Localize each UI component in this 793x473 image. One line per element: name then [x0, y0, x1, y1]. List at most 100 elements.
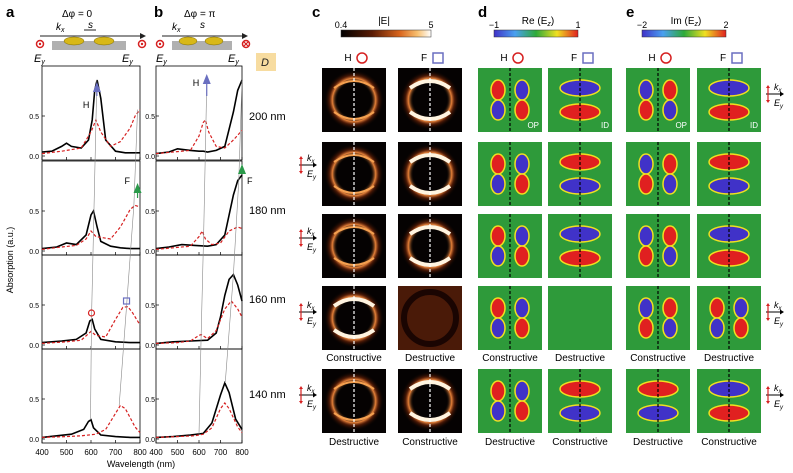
map-tag-ID: ID: [601, 121, 609, 130]
bottom-label-c-1-1: Constructive: [402, 437, 458, 448]
header-H-circle: [660, 52, 672, 64]
ytick-label: 0.0: [145, 249, 155, 256]
map-tag-ID: ID: [750, 121, 758, 130]
map-lobe: [490, 380, 506, 402]
s-label-a: s: [88, 20, 93, 31]
ey-text: Ey: [307, 316, 317, 328]
pol-icon-row3: kx Ey: [299, 226, 317, 254]
ez-field-map: [548, 214, 612, 278]
bottom-label-e-1-0: Destructive: [633, 437, 683, 448]
ez-field-map: OP: [478, 68, 542, 132]
bottom-label-c-0-0: Constructive: [326, 353, 382, 364]
plot-frame-b-1: [155, 160, 243, 256]
H-arrow-a-head: [92, 82, 101, 92]
F-label-a: F: [125, 176, 131, 186]
ez-field-map: [478, 214, 542, 278]
ytick-label: 0.5: [29, 303, 39, 310]
bottom-label-d-0-1: Destructive: [555, 353, 605, 364]
map-col-header-5: F: [720, 53, 726, 64]
ytick-label: 0.0: [29, 343, 39, 350]
colorbar-e: [641, 29, 727, 38]
guide-H-a: [90, 79, 98, 420]
curve-solid-b-0: [155, 79, 243, 155]
map-lobe: [514, 245, 530, 267]
map-lobe: [662, 173, 678, 195]
ez-field-map: OP: [626, 68, 690, 132]
e-field-map: [322, 214, 386, 278]
ytick-label: 0.5: [145, 114, 155, 121]
map-ring: [401, 289, 459, 347]
ey-sub: y: [779, 322, 784, 328]
ey-arrow-head-top: [299, 229, 303, 232]
ey-sub: y: [312, 175, 317, 181]
map-col-header-1: F: [421, 53, 427, 64]
absorption-plots: 0.0 0.5 0.0 0.5 0.0 0.5 0.0 0.5 400 500 600 700 800 0…: [29, 65, 253, 457]
H-arrow-b-head: [202, 74, 211, 84]
kx-label-b: kx: [172, 22, 181, 34]
map-lobe: [662, 245, 678, 267]
ey-arrow-head-bottom: [766, 401, 770, 404]
ytick-label: 0.0: [29, 249, 39, 256]
phase-label-b: Δφ = π: [184, 9, 216, 20]
ez-field-map: [478, 142, 542, 206]
phase-label-a: Δφ = 0: [62, 9, 93, 20]
ey-arrow-head-bottom: [299, 401, 303, 404]
guide-F-b: [224, 79, 243, 384]
map-lobe: [638, 153, 654, 175]
map-lobe: [708, 404, 750, 422]
ez-field-map: [478, 369, 542, 433]
header-F-square: [432, 52, 444, 64]
xtick-label-b: 600: [192, 448, 206, 457]
ez-field-map: [697, 142, 761, 206]
header-F-square: [582, 52, 594, 64]
map-lobe: [514, 297, 530, 319]
xtick-label-a: 700: [109, 448, 123, 457]
kx-sub: x: [311, 232, 316, 238]
ey-right-a: Ey: [122, 53, 133, 66]
ez-field-map: [548, 369, 612, 433]
ytick-label: 0.0: [145, 154, 155, 161]
map-bg: [548, 286, 612, 350]
F-arrow-a-head: [133, 183, 142, 193]
field-maps: OP ID OP ID: [322, 68, 761, 433]
ytick-label: 0.0: [29, 437, 39, 444]
colorbar-e-title: Im (Ez): [671, 16, 702, 28]
ey-arrow-head-top: [766, 386, 770, 389]
kx-arrow-head: [780, 309, 784, 315]
kx-text: kx: [774, 82, 783, 94]
bottom-label-e-0-0: Constructive: [630, 353, 686, 364]
map-lobe: [709, 297, 725, 319]
map-lobe: [514, 153, 530, 175]
colorbar-d-min: −1: [489, 20, 499, 30]
ytick-label: 0.0: [145, 437, 155, 444]
diameter-label-180: 180 nm: [249, 205, 286, 217]
pol-icon-row4: kx Ey: [299, 300, 317, 328]
map-lobe: [490, 225, 506, 247]
map-lobe: [559, 177, 601, 195]
map-lobe: [708, 249, 750, 267]
ey-right-b: Ey: [228, 53, 239, 66]
curve-solid-a-0: [41, 79, 140, 154]
map-lobe: [514, 79, 530, 101]
e-field-map: [322, 68, 386, 132]
map-lobe: [514, 99, 530, 121]
ey-sub: y: [312, 322, 317, 328]
colorbar-e-max: 2: [723, 20, 728, 30]
curve-solid-a-3: [41, 418, 140, 439]
kx-text: kx: [774, 383, 783, 395]
xtick-label-b: 800: [235, 448, 249, 457]
ez-field-map: [626, 369, 690, 433]
map-lobe: [514, 225, 530, 247]
xtick-label-b: 400: [149, 448, 163, 457]
e-field-map: [398, 142, 462, 206]
map-lobe: [559, 249, 601, 267]
kx-arrow-head: [780, 91, 784, 97]
kx-arrow-head: [780, 392, 784, 398]
diameter-label-160: 160 nm: [249, 294, 286, 306]
ey-sub: y: [779, 104, 784, 110]
map-lobe: [637, 404, 679, 422]
map-lobe: [709, 317, 725, 339]
ey-arrow-head-top: [299, 303, 303, 306]
map-col-header-4: H: [648, 53, 655, 64]
